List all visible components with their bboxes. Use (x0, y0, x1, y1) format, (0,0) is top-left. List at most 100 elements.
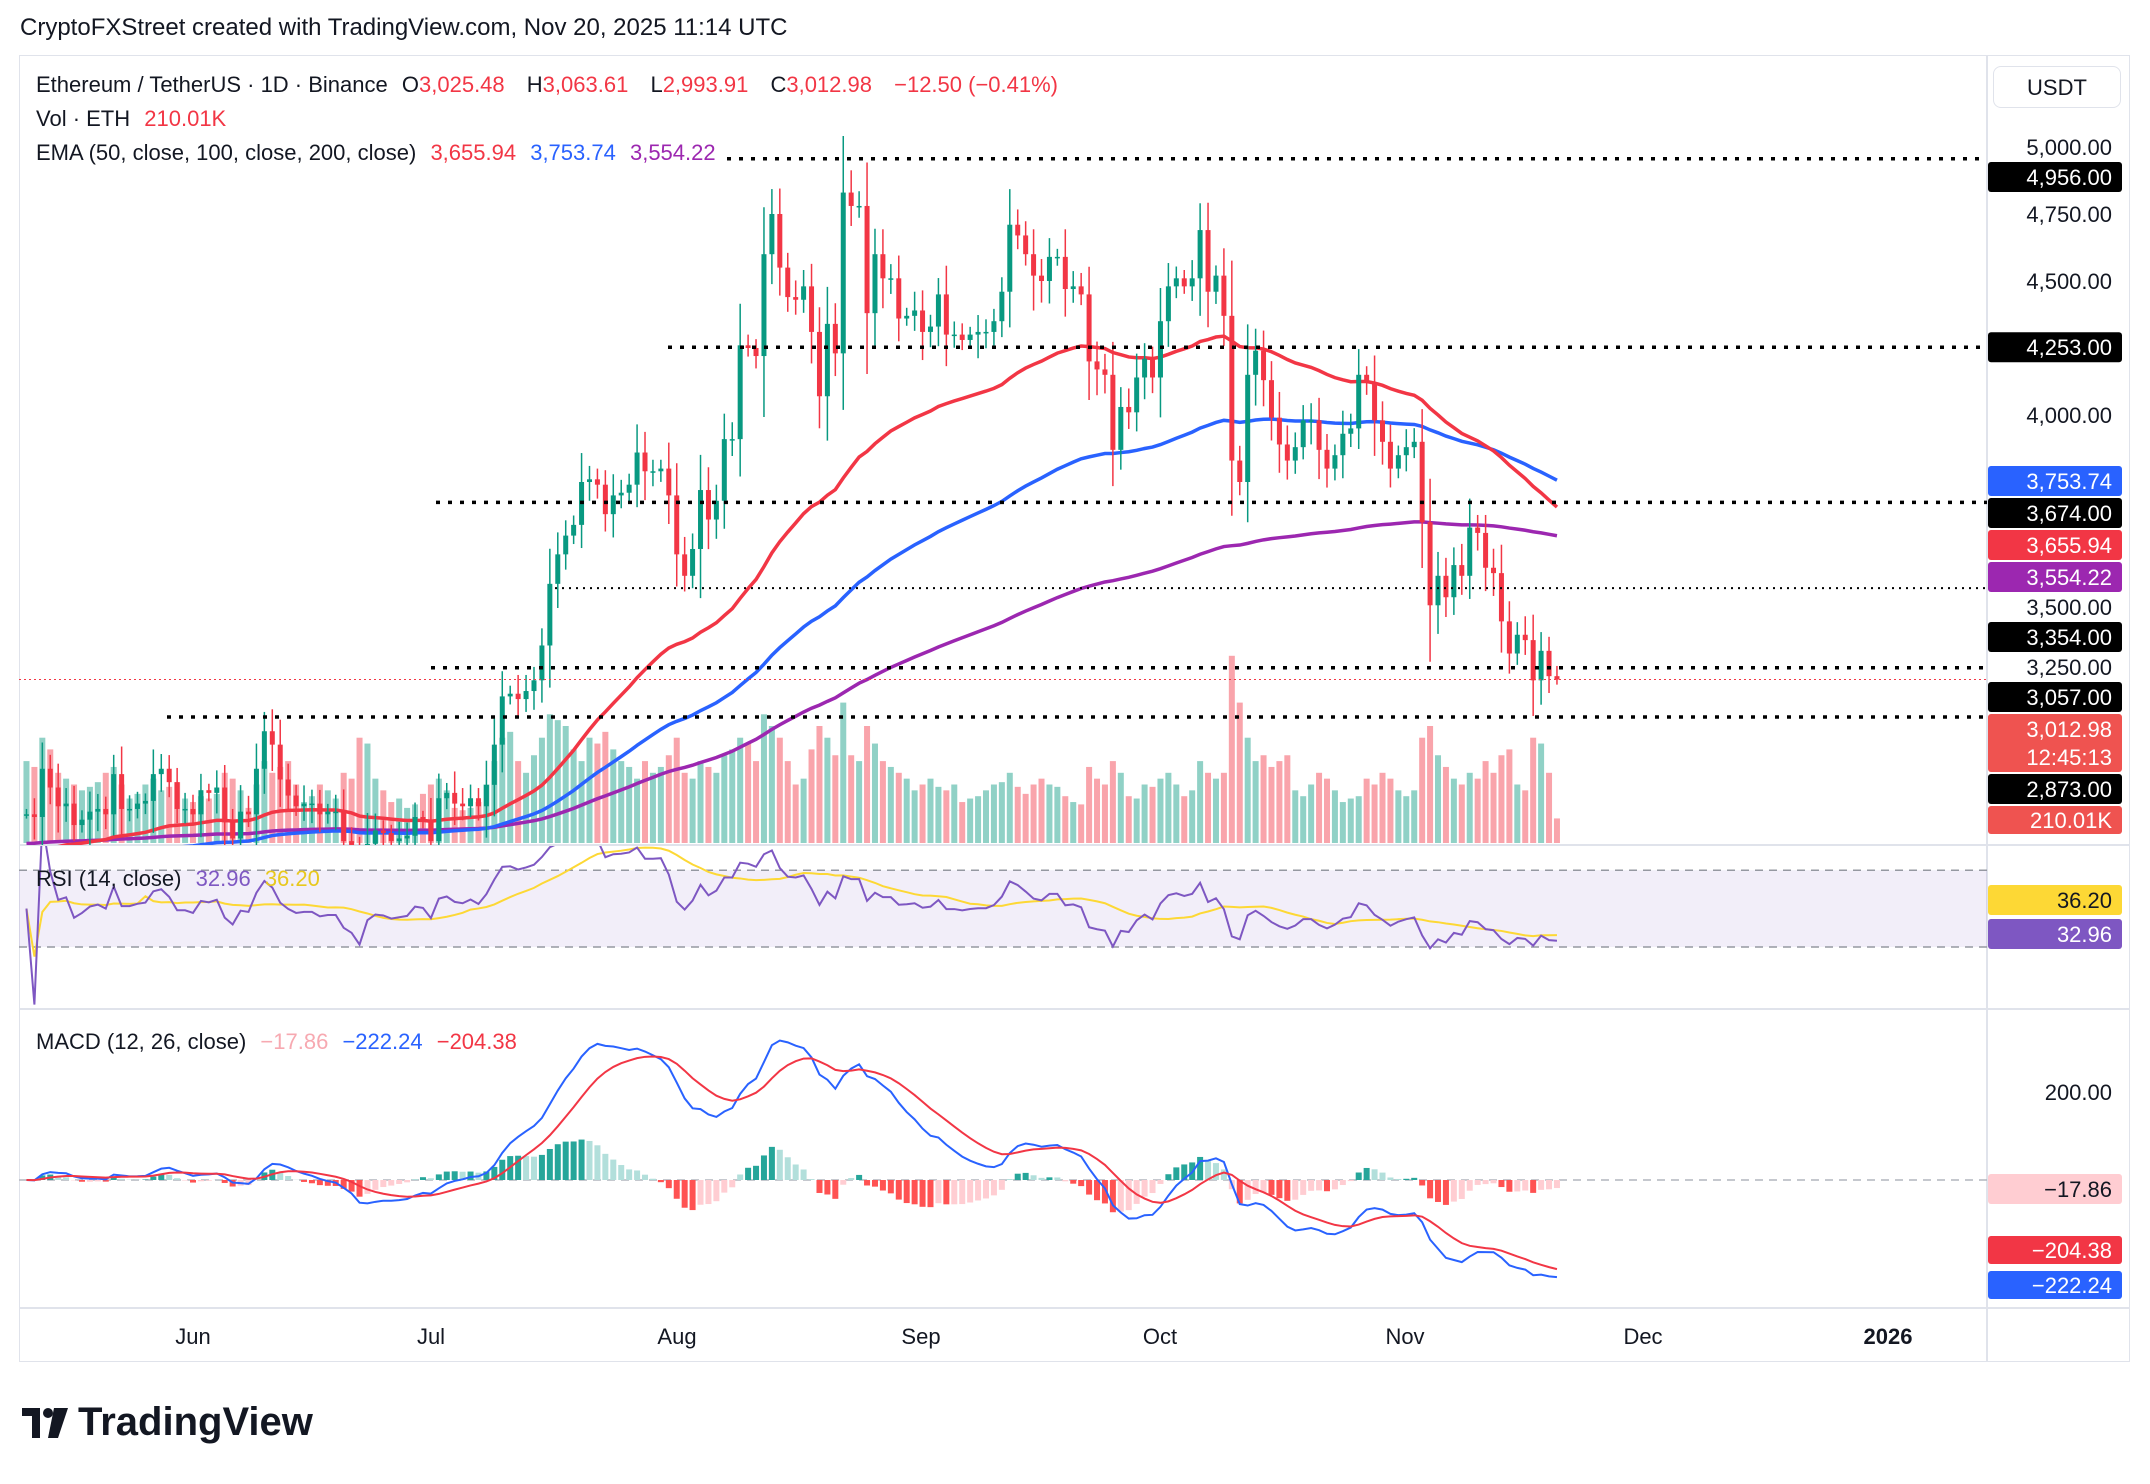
macd-histogram-bar (760, 1155, 767, 1180)
macd-histogram-bar (1300, 1180, 1307, 1195)
volume-bar (1514, 784, 1521, 843)
ema-label[interactable]: EMA (50, close, 100, close, 200, close) (36, 140, 417, 165)
ohlc-close-label: C (770, 72, 787, 97)
macd-histogram-bar (340, 1180, 347, 1189)
candle-body (388, 833, 394, 842)
volume-bar (1498, 755, 1505, 843)
candle-body (158, 768, 164, 775)
candle-body (1316, 420, 1322, 450)
macd-histogram-bar (586, 1140, 593, 1180)
macd-histogram-bar (1379, 1172, 1386, 1180)
candle-body (690, 549, 696, 576)
volume-bar (753, 761, 760, 843)
level-badge-text: 3,057.00 (2026, 685, 2112, 710)
candle-body (1197, 230, 1203, 279)
macd-histogram-bar (245, 1180, 252, 1186)
candle-body (103, 808, 109, 815)
macd-histogram-bar (697, 1180, 704, 1205)
volume-bar (1078, 804, 1085, 843)
volume-bar (673, 737, 680, 843)
candle-body (1023, 235, 1029, 255)
volume-bar (356, 737, 363, 843)
volume-bar (1276, 761, 1283, 843)
volume-bar (1379, 772, 1386, 843)
macd-histogram-bar (1450, 1180, 1457, 1202)
macd-histogram-bar (412, 1179, 419, 1180)
candle-body (840, 192, 846, 354)
volume-bar (1474, 778, 1481, 843)
candle-body (1007, 224, 1013, 292)
candle-body (63, 803, 69, 807)
symbol-name[interactable]: Ethereum / TetherUS · 1D · Binance (36, 72, 388, 97)
macd-histogram-bar (1538, 1180, 1545, 1190)
ema100-badge (1988, 465, 2122, 496)
macd-histogram-bar (1435, 1180, 1442, 1202)
volume-bar (1141, 784, 1148, 843)
volume-bar (213, 793, 220, 843)
candle-body (1094, 361, 1100, 370)
candle-body (452, 792, 458, 804)
ema-legend: EMA (50, close, 100, close, 200, close) … (36, 140, 724, 166)
volume-label[interactable]: Vol · ETH (36, 106, 131, 131)
macd-histogram-bar (499, 1159, 506, 1180)
candle-body (460, 803, 466, 807)
macd-histogram-bar (1355, 1172, 1362, 1180)
macd-badge (1988, 1271, 2122, 1299)
tradingview-logo[interactable]: TradingView (22, 1400, 313, 1445)
macd-histogram-bar (1482, 1180, 1489, 1185)
price-tick-label-text: 3,250.00 (2026, 655, 2112, 680)
currency-button[interactable]: USDT (1993, 66, 2121, 108)
volume-badge (1988, 805, 2122, 834)
candle-body (777, 214, 783, 268)
candle-body (1078, 286, 1084, 295)
candle-body (1411, 441, 1417, 448)
macd-histogram-bar (959, 1180, 966, 1205)
macd-histogram-bar (610, 1159, 617, 1180)
time-axis-label: Sep (901, 1324, 940, 1349)
volume-bar (943, 790, 950, 843)
macd-histogram-bar (1506, 1180, 1513, 1192)
macd-histogram-bar (816, 1180, 823, 1193)
macd-histogram-bar (1347, 1180, 1354, 1182)
macd-histogram-bar (1022, 1172, 1029, 1180)
candle-body (253, 768, 259, 815)
rsi-ma-value: 36.20 (264, 866, 320, 891)
volume-bar (832, 755, 839, 843)
candle-body (729, 439, 735, 441)
macd-histogram-bar (78, 1180, 85, 1182)
macd-histogram-bar (1411, 1177, 1418, 1180)
candle-body (1086, 294, 1092, 362)
last-price-badge (1988, 713, 2122, 772)
volume-bar (1062, 796, 1069, 843)
volume-bar (1482, 761, 1489, 843)
macd-histogram-bar (784, 1157, 791, 1180)
candle-body (214, 787, 220, 793)
volume-bar (515, 761, 522, 843)
candle-body (967, 334, 973, 340)
macd-histogram-bar (1316, 1180, 1323, 1191)
macd-label[interactable]: MACD (12, 26, close) (36, 1029, 247, 1054)
macd-line (26, 1039, 1558, 1279)
candle-body (166, 768, 172, 783)
rsi-label[interactable]: RSI (14, close) (36, 866, 182, 891)
macd-histogram-bar (681, 1180, 688, 1208)
candle-body (975, 331, 981, 335)
macd-histogram-bar (459, 1171, 466, 1180)
candle-body (1403, 447, 1409, 456)
macd-histogram-bar (523, 1156, 530, 1180)
macd-histogram-bar (1054, 1177, 1061, 1180)
ohlc-low-label: L (650, 72, 663, 97)
candle-body (1451, 565, 1457, 598)
candle-body (1054, 256, 1060, 259)
macd-histogram-bar (1339, 1180, 1346, 1186)
macd-legend: MACD (12, 26, close) −17.86 −222.24 −204… (36, 1029, 525, 1055)
chart-frame (19, 55, 2130, 1362)
time-axis-label: Nov (1385, 1324, 1424, 1349)
candle-body (1475, 527, 1481, 533)
candle-body (190, 808, 196, 815)
volume-bar (1387, 778, 1394, 843)
candle-body (1324, 449, 1330, 469)
macd-histogram-bar (967, 1180, 974, 1203)
volume-bar (1411, 790, 1418, 843)
